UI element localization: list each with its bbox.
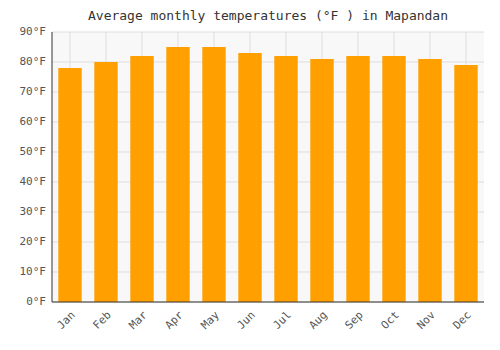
bar [418, 59, 441, 302]
chart: 0°F 10°F 20°F 30°F 40°F 50°F 60°F 70°F 80°F 90°F J… [0, 0, 500, 350]
bar [166, 47, 189, 302]
x-tick-label: Dec [451, 309, 474, 332]
tick-labels: 0°F 10°F 20°F 30°F 40°F 50°F 60°F 70°F 80°F 90°F J… [20, 25, 474, 332]
y-tick-label: 50°F [20, 145, 47, 158]
x-tick-label: Sep [343, 309, 366, 332]
grid [52, 32, 484, 302]
x-axis-line [52, 302, 484, 303]
y-tick-label: 40°F [20, 175, 47, 188]
x-tick-label: Oct [379, 309, 402, 332]
bar [130, 56, 153, 302]
title: Average monthly temperatures (°F ) in Ma… [88, 8, 448, 23]
x-tick-label: Jun [235, 309, 258, 332]
plot-background [52, 32, 484, 302]
bar [202, 47, 225, 302]
y-tick-label: 90°F [20, 25, 47, 38]
x-tick-label: Nov [415, 308, 439, 332]
y-grid-line [52, 32, 484, 33]
y-axis-line [52, 32, 53, 302]
y-tick-label: 20°F [20, 235, 47, 248]
y-tick-label: 30°F [20, 205, 47, 218]
y-tick-label: 10°F [20, 265, 47, 278]
y-tick-label: 70°F [20, 85, 47, 98]
bar [310, 59, 333, 302]
chart-container: 0°F 10°F 20°F 30°F 40°F 50°F 60°F 70°F 80°F 90°F J… [0, 0, 500, 350]
x-tick-label: Jul [271, 309, 294, 332]
x-tick-label: Mar [127, 308, 151, 332]
bar [58, 68, 81, 302]
bars [58, 47, 477, 302]
bar [94, 62, 117, 302]
y-tick-label: 0°F [26, 295, 46, 308]
y-tick-label: 80°F [20, 55, 47, 68]
x-tick-label: May [199, 308, 223, 332]
y-grid-line [52, 302, 484, 303]
y-tick-label: 60°F [20, 115, 47, 128]
x-tick-label: Feb [91, 309, 114, 332]
bar [346, 56, 369, 302]
bar [238, 53, 261, 302]
bar [454, 65, 477, 302]
x-tick-label: Apr [163, 308, 187, 332]
bar [274, 56, 297, 302]
x-tick-label: Jan [55, 309, 78, 332]
x-tick-label: Aug [307, 309, 330, 332]
bar [382, 56, 405, 302]
